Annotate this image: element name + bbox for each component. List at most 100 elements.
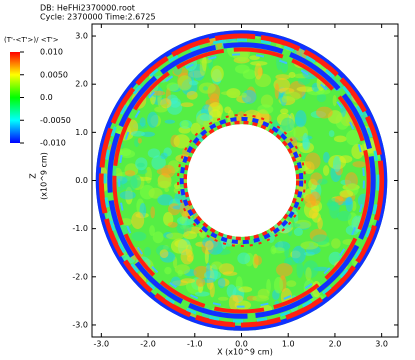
field-patch (301, 163, 306, 174)
field-ring (95, 30, 388, 331)
field-patch (326, 202, 339, 207)
colorbar-tick-label: -0.010 (40, 139, 66, 148)
field-patch (137, 137, 142, 144)
field-patch (156, 167, 172, 176)
y-tick-label: 0.0 (75, 176, 88, 185)
field-patch (157, 194, 174, 206)
field-ring (176, 114, 307, 247)
field-patch (194, 291, 210, 297)
field-patch (295, 110, 307, 128)
field-patch (323, 151, 330, 163)
field-patch (345, 196, 354, 212)
x-tick-label: 3.0 (375, 340, 388, 349)
field-patch (152, 231, 164, 244)
field-patch (317, 178, 328, 185)
field-patch (280, 108, 289, 115)
field-patch (254, 255, 263, 266)
field-patch (217, 296, 229, 301)
field-patch (204, 248, 209, 264)
field-ring (103, 38, 380, 323)
field-patch (271, 247, 286, 254)
field-patch (159, 249, 169, 258)
cycle-label: Cycle: 2370000 Time:2.6725 (40, 13, 156, 22)
field-patch (166, 82, 180, 92)
colorbar-title: (T'-<T'>)/ <T'> (4, 36, 59, 44)
field-patch (331, 238, 341, 249)
field-patch (238, 286, 253, 293)
field-patch (315, 89, 331, 95)
field-patch (345, 129, 361, 146)
y-tick-label: -1.0 (72, 224, 88, 233)
field-patch (164, 266, 172, 275)
field-patch (150, 206, 156, 219)
field-patch (160, 98, 172, 109)
field-ring (118, 53, 365, 308)
field-patch (209, 282, 215, 298)
field-patch (180, 278, 196, 284)
field-patch (286, 280, 297, 287)
field-patch (183, 230, 198, 240)
field-patch (332, 95, 337, 107)
field-patch (328, 130, 335, 138)
field-patch (333, 135, 347, 143)
colorbar-tick-label: 0.010 (40, 48, 63, 57)
colorbar-tick-label: -0.0050 (40, 116, 71, 125)
field-patch (160, 152, 168, 160)
field-patch (337, 210, 352, 222)
field-patch (316, 93, 327, 103)
field-patch (120, 148, 132, 157)
field-patch (126, 119, 139, 135)
field-patch (241, 92, 247, 98)
field-patch (296, 260, 304, 279)
field-patch (177, 269, 183, 277)
x-tick-label: -3.0 (94, 340, 110, 349)
field-patch (180, 248, 194, 265)
field-patch (151, 155, 166, 170)
db-label: DB: HeFHi2370000.root (40, 4, 135, 13)
colorbar (10, 52, 20, 143)
field-ring (98, 33, 385, 328)
field-patch (228, 294, 239, 311)
y-tick-label: 1.0 (75, 128, 88, 137)
field-patch (283, 91, 301, 101)
field-patch (284, 243, 289, 258)
field-patch (252, 295, 270, 302)
y-tick-label: -2.0 (72, 272, 88, 281)
x-tick-label: 0.0 (235, 340, 248, 349)
field-patch (195, 277, 206, 287)
field-patch (317, 217, 323, 230)
field-ring (179, 116, 304, 245)
field-patch (222, 271, 238, 276)
field-patch (237, 252, 251, 265)
field-patch (139, 117, 146, 127)
field-patch (136, 162, 145, 168)
field-patch (332, 155, 341, 172)
field-patch (305, 267, 312, 281)
field-patch (188, 80, 199, 86)
field-patch (249, 55, 260, 61)
field-patch (151, 90, 166, 96)
field-patch (210, 65, 224, 82)
field-patch (234, 64, 250, 74)
field-ring (183, 120, 300, 241)
field-patch (206, 262, 211, 280)
field-patch (217, 277, 226, 289)
field-patch (260, 94, 274, 108)
field-patch (186, 90, 198, 100)
colorbar-tick-label: 0.0050 (40, 70, 68, 79)
field-patch (288, 71, 296, 78)
pseudocolor-field (95, 30, 388, 331)
field-patch (205, 240, 214, 251)
field-patch (291, 245, 306, 264)
field-patch (173, 134, 190, 149)
field-patch (254, 63, 263, 80)
y-tick-label: 2.0 (75, 80, 88, 89)
field-patch (322, 165, 330, 176)
field-patch (274, 83, 280, 99)
field-patch (166, 232, 185, 240)
field-patch (312, 234, 330, 246)
field-patch (339, 189, 354, 198)
field-patch (170, 238, 188, 254)
field-patch (276, 263, 293, 277)
